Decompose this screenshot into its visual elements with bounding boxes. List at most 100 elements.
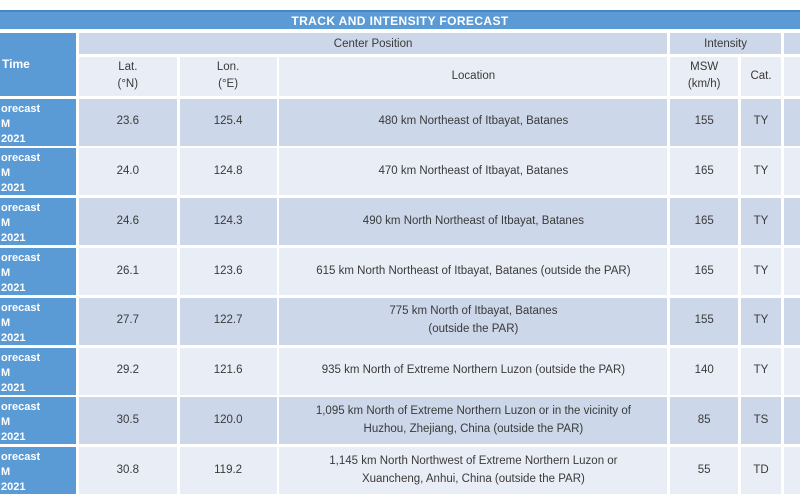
forecast-table: Time Center Position Intensity Lat. (°N)…: [0, 33, 800, 495]
lon-cell: 120.0: [179, 397, 277, 445]
extra-column-sliver-cell: [783, 98, 800, 146]
time-cell: orecast M 2021: [0, 297, 76, 345]
location-line: (outside the PAR): [428, 323, 519, 336]
msw-cell: 165: [670, 148, 739, 196]
time-line: orecast: [1, 451, 41, 464]
col-header-msw-line2: (km/h): [687, 78, 721, 91]
cat-cell: TY: [740, 98, 781, 146]
msw-cell: 140: [670, 347, 739, 395]
time-line: 2021: [1, 182, 26, 195]
col-header-lat-line1: Lat.: [118, 61, 138, 74]
lat-cell: 23.6: [78, 98, 177, 146]
time-cell: orecast M 2021: [0, 397, 76, 445]
cat-cell: TY: [740, 247, 781, 295]
lon-cell: 124.3: [179, 198, 277, 246]
extra-column-sliver-cell: [783, 148, 800, 196]
time-line: M: [1, 366, 11, 379]
time-cell: orecast M 2021: [0, 98, 76, 146]
lon-cell: 123.6: [179, 247, 277, 295]
location-cell: 775 km North of Itbayat, Batanes (outside…: [279, 297, 668, 345]
lon-cell: 121.6: [179, 347, 277, 395]
location-line: Xuancheng, Anhui, China (outside the PAR…: [361, 472, 585, 485]
lon-cell: 125.4: [179, 98, 277, 146]
col-header-lat-line2: (°N): [117, 78, 139, 91]
col-header-lon-line2: (°E): [218, 78, 239, 91]
msw-cell: 155: [670, 98, 739, 146]
extra-column-sliver-cell: [783, 447, 800, 495]
time-line: orecast: [1, 152, 41, 165]
lat-cell: 27.7: [78, 297, 177, 345]
msw-cell: 55: [670, 447, 739, 495]
lat-cell: 29.2: [78, 347, 177, 395]
msw-cell: 155: [670, 297, 739, 345]
location-line: 490 km North Northeast of Itbayat, Batan…: [362, 214, 584, 227]
group-header-extra-column-sliver: [783, 33, 800, 54]
location-cell: 470 km Northeast of Itbayat, Batanes: [279, 148, 668, 196]
time-line: 2021: [1, 431, 26, 444]
location-cell: 1,145 km North Northwest of Extreme Nort…: [279, 447, 668, 495]
cat-cell: TD: [740, 447, 781, 495]
sub-header-extra-column-sliver: [783, 56, 800, 96]
time-line: M: [1, 416, 11, 429]
time-line: 2021: [1, 381, 26, 394]
time-line: 2021: [1, 481, 26, 494]
col-header-msw: MSW (km/h): [670, 56, 739, 96]
extra-column-sliver-cell: [783, 198, 800, 246]
time-line: M: [1, 266, 11, 279]
location-line: 935 km North of Extreme Northern Luzon (…: [321, 364, 626, 377]
lat-cell: 24.6: [78, 198, 177, 246]
col-header-location: Location: [279, 56, 668, 96]
extra-column-sliver-cell: [783, 247, 800, 295]
cat-cell: TY: [740, 297, 781, 345]
extra-column-sliver-cell: [783, 347, 800, 395]
group-header-center-position: Center Position: [78, 33, 668, 54]
time-cell: orecast M 2021: [0, 148, 76, 196]
time-line: 2021: [1, 281, 26, 294]
time-line: 2021: [1, 132, 26, 145]
time-cell: orecast M 2021: [0, 247, 76, 295]
location-line: Huzhou, Zhejiang, China (outside the PAR…: [363, 422, 584, 435]
cat-cell: TY: [740, 347, 781, 395]
msw-cell: 85: [670, 397, 739, 445]
time-line: M: [1, 217, 11, 230]
time-line: 2021: [1, 331, 26, 344]
location-line: 480 km Northeast of Itbayat, Batanes: [378, 115, 569, 128]
time-line: orecast: [1, 102, 41, 115]
location-cell: 935 km North of Extreme Northern Luzon (…: [279, 347, 668, 395]
col-header-lon: Lon. (°E): [179, 56, 277, 96]
extra-column-sliver-cell: [783, 397, 800, 445]
time-line: orecast: [1, 301, 41, 314]
location-line: 775 km North of Itbayat, Batanes: [389, 305, 558, 318]
location-cell: 615 km North Northeast of Itbayat, Batan…: [279, 247, 668, 295]
location-cell: 480 km Northeast of Itbayat, Batanes: [279, 98, 668, 146]
location-line: 1,095 km North of Extreme Northern Luzon…: [315, 405, 631, 418]
time-cell: orecast M 2021: [0, 447, 76, 495]
location-line: 470 km Northeast of Itbayat, Batanes: [378, 164, 569, 177]
time-line: orecast: [1, 401, 41, 414]
location-line: 615 km North Northeast of Itbayat, Batan…: [316, 264, 631, 277]
location-cell: 1,095 km North of Extreme Northern Luzon…: [279, 397, 668, 445]
col-header-lat: Lat. (°N): [78, 56, 177, 96]
cat-cell: TS: [740, 397, 781, 445]
lon-cell: 124.8: [179, 148, 277, 196]
time-line: orecast: [1, 251, 41, 264]
msw-cell: 165: [670, 247, 739, 295]
time-line: orecast: [1, 202, 41, 215]
col-header-time: Time: [0, 33, 76, 96]
lon-cell: 122.7: [179, 297, 277, 345]
time-line: M: [1, 316, 11, 329]
group-header-intensity: Intensity: [670, 33, 781, 54]
lat-cell: 30.8: [78, 447, 177, 495]
lat-cell: 26.1: [78, 247, 177, 295]
time-line: M: [1, 466, 11, 479]
lat-cell: 24.0: [78, 148, 177, 196]
time-cell: orecast M 2021: [0, 198, 76, 246]
time-line: orecast: [1, 351, 41, 364]
time-line: M: [1, 167, 11, 180]
msw-cell: 165: [670, 198, 739, 246]
lat-cell: 30.5: [78, 397, 177, 445]
cat-cell: TY: [740, 148, 781, 196]
col-header-cat: Cat.: [740, 56, 781, 96]
extra-column-sliver-cell: [783, 297, 800, 345]
